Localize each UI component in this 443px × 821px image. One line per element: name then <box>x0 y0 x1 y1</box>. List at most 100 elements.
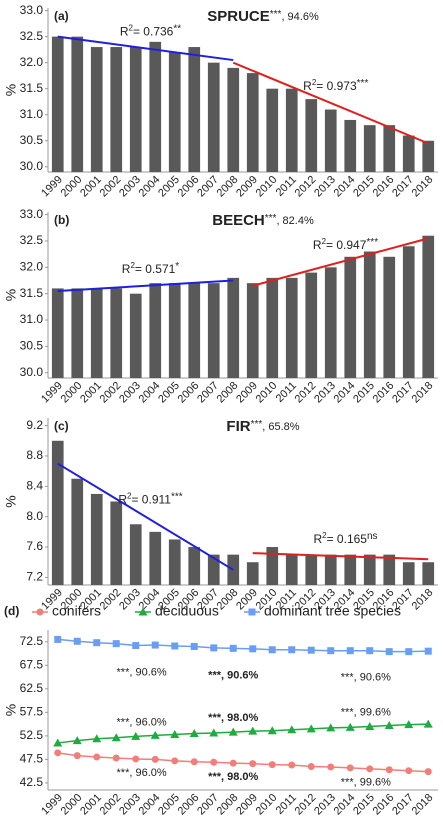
r-symbol: R <box>303 79 312 93</box>
marker <box>248 726 258 735</box>
x-tick-label: 2012 <box>293 174 319 200</box>
bar <box>324 554 337 585</box>
bar <box>227 67 240 172</box>
bar <box>285 277 298 378</box>
x-tick-label: 2005 <box>156 792 182 818</box>
significance: ns <box>367 531 378 542</box>
x-tick-label: 2016 <box>371 174 397 200</box>
title-stars: *** <box>265 213 277 224</box>
bar <box>149 531 162 585</box>
x-tick-label: 2004 <box>137 792 163 818</box>
x-tick-label: 2011 <box>274 174 299 199</box>
r-value: = 0.947 <box>326 238 367 252</box>
annotation: ***, 96.0% <box>117 716 167 728</box>
y-tick-label: 72.5 <box>20 634 44 648</box>
y-tick-label: 33.0 <box>20 207 44 221</box>
significance: ** <box>173 23 181 34</box>
title-note: , 82.4% <box>276 215 314 227</box>
marker <box>423 719 433 728</box>
x-tick-label: 2014 <box>332 174 358 200</box>
marker <box>36 608 44 616</box>
x-tick-label: 2017 <box>390 792 416 818</box>
trend-label: R2= 0.571* <box>122 260 180 276</box>
trend-label: R2= 0.736** <box>120 23 181 39</box>
title-note: , 65.8% <box>262 421 300 433</box>
r-symbol: R <box>313 532 322 546</box>
marker <box>385 648 393 656</box>
annotation: ***, 99.6% <box>341 777 391 789</box>
trend-line <box>252 552 429 561</box>
x-tick-label: 2018 <box>410 587 436 613</box>
y-tick-label: 32.0 <box>20 55 44 69</box>
marker <box>327 647 335 655</box>
annotation: ***, 90.6% <box>208 669 258 681</box>
x-tick-label: 2006 <box>176 792 202 818</box>
y-tick-label: 30.0 <box>20 365 44 379</box>
trend-line <box>57 279 234 293</box>
legend-label: conifers <box>52 603 101 619</box>
marker <box>267 726 277 735</box>
marker <box>189 729 199 738</box>
bar <box>383 554 396 585</box>
x-tick-label: 2013 <box>312 792 338 818</box>
x-tick-label: 2011 <box>274 380 299 405</box>
bar <box>305 272 318 378</box>
x-tick-label: 2012 <box>293 792 319 818</box>
trend-line <box>57 35 234 62</box>
panel: %30.030.531.031.532.032.533.019992000200… <box>3 3 438 200</box>
bar <box>246 283 259 378</box>
panel-label: (b) <box>54 213 69 227</box>
r-symbol: R <box>313 238 322 252</box>
marker <box>404 720 414 729</box>
annotation: ***, 98.0% <box>208 771 258 783</box>
bar <box>188 547 201 585</box>
x-tick-label: 2008 <box>215 380 241 406</box>
x-tick-label: 2015 <box>351 380 377 406</box>
x-tick-label: 2002 <box>98 380 124 406</box>
y-tick-label: 32.0 <box>20 260 44 274</box>
bar <box>363 251 376 378</box>
x-tick-label: 2009 <box>234 174 260 200</box>
bar <box>149 283 162 378</box>
marker <box>268 646 276 654</box>
annotation: ***, 90.6% <box>117 666 167 678</box>
marker <box>53 738 63 747</box>
marker <box>151 755 159 763</box>
bar <box>110 47 123 172</box>
marker <box>93 753 101 761</box>
y-tick-label: 62.5 <box>20 681 44 695</box>
bar <box>51 440 64 585</box>
x-tick-label: 2017 <box>390 380 416 406</box>
marker <box>268 761 276 769</box>
bar <box>305 554 318 585</box>
x-tick-label: 2018 <box>410 792 436 818</box>
bar <box>363 554 376 585</box>
bar <box>383 256 396 378</box>
annotation: ***, 98.0% <box>208 712 258 724</box>
bar <box>246 562 259 585</box>
x-tick-label: 2001 <box>78 792 104 818</box>
x-tick-label: 2007 <box>195 380 221 406</box>
trend-label: R2= 0.973*** <box>303 78 368 94</box>
panel-label: (d) <box>4 604 19 618</box>
y-axis-label: % <box>3 704 19 716</box>
panel: %30.030.531.031.532.032.533.019992000200… <box>3 207 438 406</box>
significance: *** <box>171 491 183 502</box>
marker <box>365 721 375 730</box>
legend-label: dominant tree species <box>264 603 401 619</box>
bar <box>266 547 279 585</box>
bar <box>305 99 318 172</box>
y-tick-label: 32.5 <box>20 233 44 247</box>
x-tick-label: 2009 <box>234 587 260 613</box>
r-symbol: R <box>120 25 129 39</box>
marker <box>326 723 336 732</box>
x-tick-label: 2007 <box>195 174 221 200</box>
bar <box>344 119 357 172</box>
marker <box>170 729 180 738</box>
legend-label: deciduous <box>155 603 219 619</box>
bar <box>168 539 181 585</box>
marker <box>210 758 218 766</box>
x-tick-label: 2003 <box>117 174 143 200</box>
x-tick-label: 2013 <box>312 380 338 406</box>
title-note: , 94.6% <box>281 11 319 23</box>
